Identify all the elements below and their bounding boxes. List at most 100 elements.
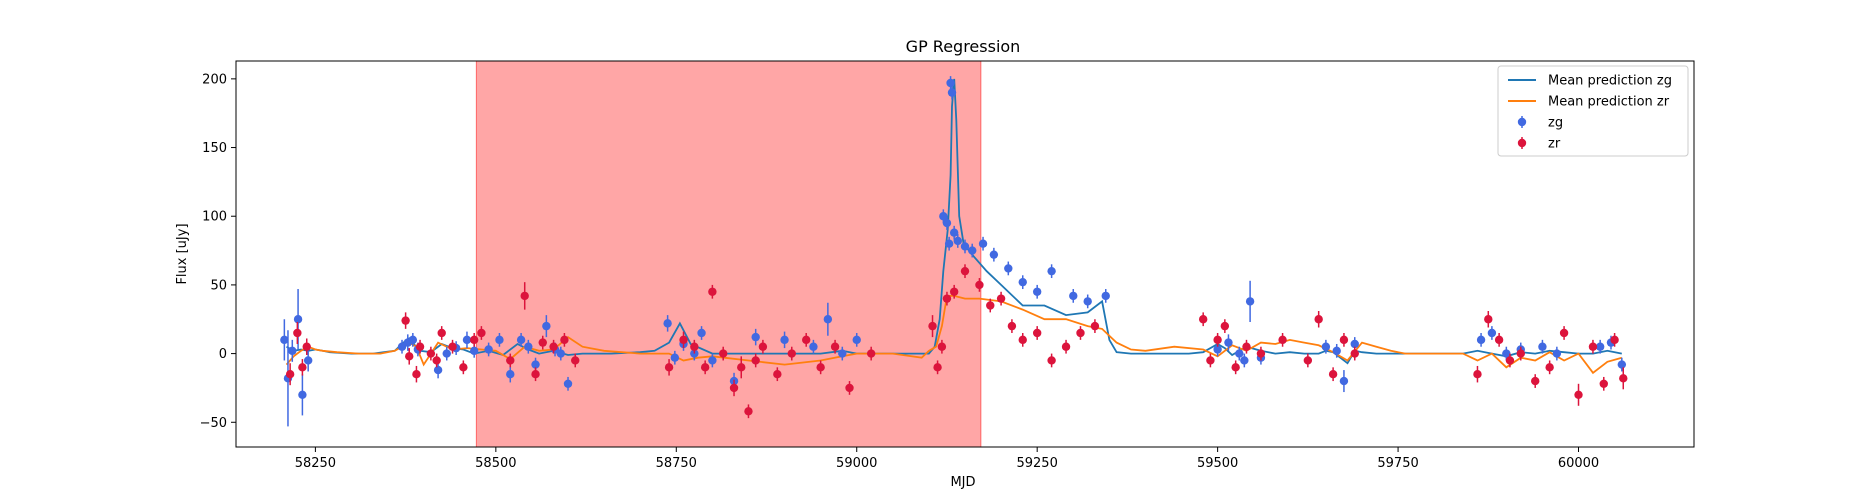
data-point-zr <box>1018 332 1027 347</box>
data-point-zg <box>978 236 988 251</box>
data-point-zr <box>975 278 984 292</box>
data-point-zr <box>1619 367 1628 390</box>
data-point-zr <box>1574 383 1583 406</box>
data-point-zg <box>1617 357 1627 372</box>
legend-box <box>1497 65 1689 157</box>
data-point-zg <box>516 332 526 347</box>
data-point-zr <box>1599 376 1608 391</box>
data-point-zg <box>968 243 977 258</box>
data-point-zr <box>549 339 558 354</box>
plot-frame <box>235 60 1695 448</box>
data-point-zr <box>531 367 540 382</box>
data-point-zr <box>679 331 688 349</box>
data-point-zr <box>1278 332 1287 347</box>
data-point-zg <box>1502 346 1511 361</box>
data-point-zg <box>708 353 717 368</box>
data-point-zg <box>1487 326 1497 340</box>
data-point-zg <box>1047 264 1056 279</box>
data-point-zg <box>946 76 955 90</box>
data-point-zr <box>415 339 425 354</box>
x-tick-label: 59000 <box>836 456 877 471</box>
data-point-zr <box>744 404 753 419</box>
data-point-zr <box>708 284 717 299</box>
data-point-zr <box>1505 353 1515 368</box>
data-point-zg <box>1069 289 1078 303</box>
data-point-zg <box>1245 280 1255 322</box>
data-point-zg <box>953 234 962 248</box>
data-point-zg <box>1321 339 1331 354</box>
data-point-zr <box>1328 367 1338 382</box>
data-point-zr <box>1076 326 1085 340</box>
data-point-zr <box>1350 346 1359 361</box>
data-point-zr <box>437 326 446 340</box>
legend-label: Mean prediction zr <box>1548 95 1670 110</box>
data-point-zg <box>524 339 533 354</box>
data-point-zr <box>1559 326 1569 340</box>
data-point-zr <box>1494 332 1504 347</box>
data-point-zr <box>412 365 421 383</box>
data-point-zr <box>773 367 782 382</box>
x-axis-label: MJD <box>950 475 975 490</box>
data-point-zr <box>405 348 414 365</box>
data-point-zr <box>845 381 854 395</box>
data-point-zg <box>563 376 573 391</box>
y-tick-label: 50 <box>210 278 227 293</box>
y-tick-label: 150 <box>202 141 227 156</box>
data-point-zr <box>949 284 959 299</box>
data-point-zg <box>852 332 861 347</box>
data-point-zr <box>1256 346 1266 361</box>
data-point-zg <box>542 315 551 338</box>
legend-label: Mean prediction zg <box>1548 74 1672 89</box>
data-point-zg <box>942 216 952 230</box>
data-point-zr <box>942 291 952 306</box>
data-point-zg <box>298 374 307 416</box>
data-point-zr <box>1206 353 1215 368</box>
x-tick-label: 59750 <box>1377 456 1418 471</box>
data-point-zr <box>560 332 569 347</box>
data-point-zg <box>1476 332 1486 347</box>
legend-item-zg: zg <box>1517 116 1563 131</box>
legend-item-mean-prediction-zg: Mean prediction zg <box>1508 74 1672 89</box>
x-tick-label: 58750 <box>656 456 697 471</box>
shaded-region <box>475 60 982 448</box>
data-point-zr <box>986 298 995 313</box>
data-point-zg <box>1018 275 1027 290</box>
data-point-zr <box>1198 312 1208 327</box>
data-point-zr <box>302 338 311 355</box>
data-point-zr <box>830 339 840 354</box>
data-point-zg <box>947 85 957 100</box>
data-point-zr <box>802 332 811 347</box>
data-point-zg <box>288 339 297 362</box>
data-point-zr <box>538 335 547 350</box>
legend-label: zr <box>1548 137 1561 152</box>
y-tick-label: 200 <box>202 72 227 87</box>
data-point-zg <box>1332 343 1341 358</box>
data-point-zr <box>432 353 441 368</box>
data-point-zr <box>1545 360 1554 375</box>
data-point-zg <box>1004 261 1013 276</box>
data-point-zg <box>1339 370 1349 393</box>
data-point-zr <box>700 360 710 375</box>
data-point-zg <box>751 328 760 346</box>
data-point-zg <box>1595 339 1605 354</box>
legend-item-mean-prediction-zr: Mean prediction zr <box>1508 95 1670 110</box>
data-point-zr <box>469 332 479 347</box>
data-point-zg <box>462 331 472 349</box>
x-tick-label: 60000 <box>1558 456 1599 471</box>
x-tick-label: 58250 <box>295 456 336 471</box>
data-point-zr <box>1484 311 1493 328</box>
x-tick-label: 59250 <box>1016 456 1057 471</box>
chart-title: GP Regression <box>906 37 1021 56</box>
data-point-zr <box>729 379 739 397</box>
data-point-zg <box>433 361 443 379</box>
data-point-zg <box>495 332 504 347</box>
data-point-zr <box>751 353 760 368</box>
data-point-zg <box>1101 289 1110 303</box>
data-point-zr <box>1339 332 1349 347</box>
data-point-zg <box>697 326 706 340</box>
data-point-zr <box>1220 319 1230 333</box>
data-point-zr <box>298 359 307 376</box>
data-point-zg <box>670 350 680 365</box>
data-point-zr <box>933 360 942 375</box>
data-point-zr <box>1007 319 1017 333</box>
